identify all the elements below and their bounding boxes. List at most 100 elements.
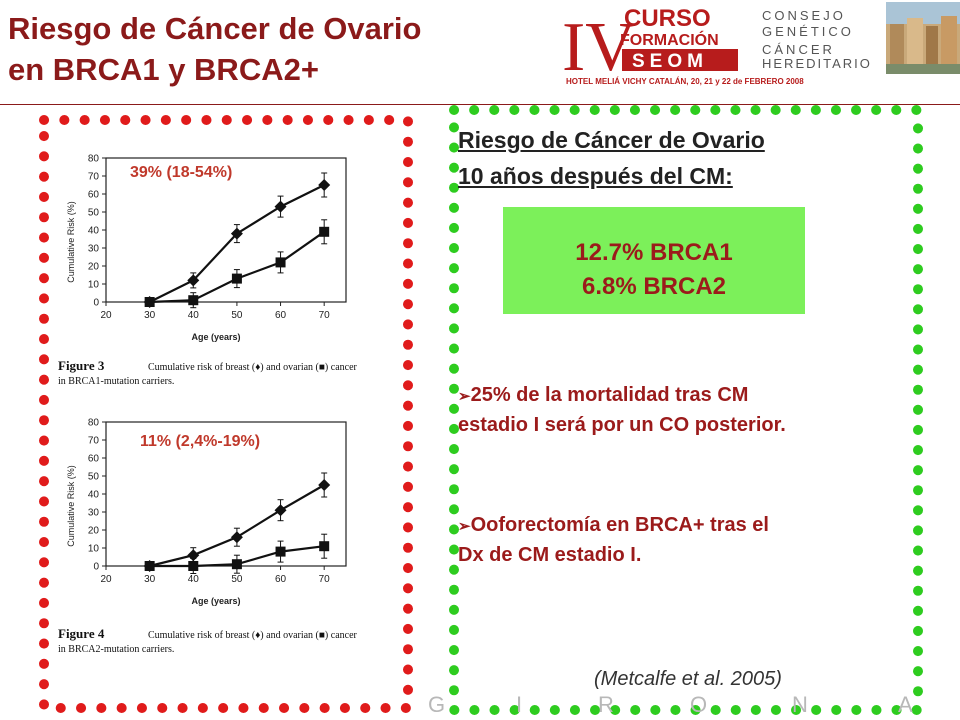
bullet-arrow-icon: ➢ bbox=[458, 388, 471, 405]
ovarian-point bbox=[275, 546, 286, 557]
breast-point bbox=[318, 179, 331, 191]
bullet-mortality: ➢25% de la mortalidad tras CM estadio I … bbox=[458, 381, 908, 440]
x-tick-label: 50 bbox=[231, 574, 243, 585]
x-tick-label: 30 bbox=[144, 310, 156, 321]
breast-point bbox=[187, 274, 200, 287]
ovarian-risk-heading: Riesgo de Cáncer de Ovario 10 años despu… bbox=[458, 122, 765, 194]
chart1-ylabel: Cumulative Risk (%) bbox=[66, 201, 76, 283]
footer-letter: I bbox=[516, 692, 522, 717]
breast-point bbox=[187, 549, 200, 562]
logo-formacion: FORMACIÓN bbox=[620, 30, 719, 49]
logo-curso: CURSO bbox=[624, 5, 711, 32]
ovarian-point bbox=[231, 559, 242, 570]
y-tick-label: 40 bbox=[88, 490, 100, 501]
ovarian-point bbox=[144, 297, 155, 307]
x-tick-label: 60 bbox=[275, 574, 287, 585]
heading-line-2: 10 años después del CM: bbox=[458, 163, 733, 189]
chart2-caption-line1: Cumulative risk of breast (♦) and ovaria… bbox=[148, 630, 358, 641]
slide-title: Riesgo de Cáncer de Ovario en BRCA1 y BR… bbox=[8, 8, 421, 90]
logo-city-photo bbox=[886, 2, 960, 74]
x-tick-label: 70 bbox=[319, 574, 331, 585]
x-tick-label: 50 bbox=[231, 310, 243, 321]
y-tick-label: 60 bbox=[88, 190, 100, 201]
risk-brca2: 6.8% BRCA2 bbox=[581, 273, 727, 300]
x-tick-label: 20 bbox=[100, 310, 112, 321]
title-line-1: Riesgo de Cáncer de Ovario bbox=[8, 11, 422, 46]
chart1-risk-label: 39% (18-54%) bbox=[130, 164, 233, 181]
y-tick-label: 70 bbox=[88, 436, 100, 447]
risk-highlight-box: 12.7% BRCA1 6.8% BRCA2 bbox=[503, 207, 805, 314]
brca1-risk-chart: Cumulative Risk (%) Age (years) Figure 3… bbox=[58, 148, 368, 402]
bullet-oophorectomy: ➢Ooforectomía en BRCA+ tras el Dx de CM … bbox=[458, 511, 908, 570]
logo-seom: SEOM bbox=[632, 51, 708, 72]
ovarian-point bbox=[144, 561, 155, 571]
logo-seom-band bbox=[622, 49, 738, 71]
bullet2-line1: Ooforectomía en BRCA+ tras el bbox=[470, 514, 769, 536]
breast-point bbox=[318, 479, 331, 491]
title-divider bbox=[0, 104, 960, 105]
chart1-xlabel: Age (years) bbox=[191, 332, 240, 342]
red-dotted-frame bbox=[39, 115, 413, 713]
y-tick-label: 0 bbox=[93, 562, 99, 573]
x-tick-label: 40 bbox=[188, 310, 200, 321]
y-tick-label: 50 bbox=[88, 472, 100, 483]
footer-letter: G bbox=[428, 692, 445, 717]
logo-genetico: GENÉTICO bbox=[762, 24, 854, 39]
chart2-caption-line2: in BRCA2-mutation carriers. bbox=[58, 644, 174, 655]
x-tick-label: 60 bbox=[275, 310, 287, 321]
y-tick-label: 10 bbox=[88, 280, 100, 291]
x-tick-label: 30 bbox=[144, 574, 156, 585]
y-tick-label: 50 bbox=[88, 208, 100, 219]
chart1-caption-figure: Figure 3 bbox=[58, 358, 105, 373]
ovarian-point bbox=[188, 561, 199, 571]
footer-letter: A bbox=[898, 692, 913, 717]
heading-line-1: Riesgo de Cáncer de Ovario bbox=[458, 127, 765, 153]
breast-point bbox=[230, 227, 243, 240]
y-tick-label: 70 bbox=[88, 172, 100, 183]
chart1-caption-line1: Cumulative risk of breast (♦) and ovaria… bbox=[148, 362, 358, 373]
bullet1-line2: estadio I será por un CO posterior. bbox=[458, 414, 786, 436]
footer-letter: N bbox=[792, 692, 808, 717]
chart2-ylabel: Cumulative Risk (%) bbox=[66, 465, 76, 547]
y-tick-label: 80 bbox=[88, 418, 100, 429]
chart1-caption-line2: in BRCA1-mutation carriers. bbox=[58, 376, 174, 387]
logo-hotel: HOTEL MELIÁ VICHY CATALÁN, 20, 21 y 22 d… bbox=[566, 77, 804, 86]
x-tick-label: 70 bbox=[319, 310, 331, 321]
bullet-arrow-icon: ➢ bbox=[458, 518, 471, 535]
bullet2-line2: Dx de CM estadio I. bbox=[458, 544, 642, 566]
ovarian-point bbox=[319, 541, 330, 552]
citation: (Metcalfe et al. 2005) bbox=[594, 668, 782, 690]
x-tick-label: 20 bbox=[100, 574, 112, 585]
y-tick-label: 0 bbox=[93, 298, 99, 309]
y-tick-label: 60 bbox=[88, 454, 100, 465]
brca2-risk-chart: Cumulative Risk (%) Age (years) Figure 4… bbox=[58, 412, 368, 674]
logo-hereditario: HEREDITARIO bbox=[762, 56, 872, 71]
breast-point bbox=[274, 200, 287, 213]
x-tick-label: 40 bbox=[188, 574, 200, 585]
title-line-2: en BRCA1 y BRCA2+ bbox=[8, 52, 319, 87]
y-tick-label: 20 bbox=[88, 262, 100, 273]
logo-roman: IV bbox=[562, 9, 636, 86]
breast-point bbox=[274, 504, 287, 517]
breast-point bbox=[230, 531, 243, 544]
logo-cancer: CÁNCER bbox=[762, 42, 835, 57]
chart2-xlabel: Age (years) bbox=[191, 596, 240, 606]
green-dotted-frame bbox=[449, 105, 923, 715]
footer-letter: R bbox=[598, 692, 614, 717]
ovarian-point bbox=[319, 226, 330, 237]
bullet1-line1: 25% de la mortalidad tras CM bbox=[470, 384, 749, 406]
y-tick-label: 40 bbox=[88, 226, 100, 237]
y-tick-label: 80 bbox=[88, 154, 100, 165]
ovarian-point bbox=[188, 295, 199, 306]
y-tick-label: 20 bbox=[88, 526, 100, 537]
logo-consejo: CONSEJO bbox=[762, 8, 846, 23]
breast-series-line bbox=[149, 484, 325, 568]
y-tick-label: 10 bbox=[88, 544, 100, 555]
y-tick-label: 30 bbox=[88, 244, 100, 255]
ovarian-point bbox=[231, 273, 242, 284]
ovarian-point bbox=[275, 257, 286, 268]
course-logo: IV CURSO FORMACIÓN SEOM CONSEJO GENÉTICO… bbox=[562, 2, 960, 86]
chart2-caption-figure: Figure 4 bbox=[58, 626, 105, 641]
footer-letter: O bbox=[690, 692, 707, 717]
y-tick-label: 30 bbox=[88, 508, 100, 519]
